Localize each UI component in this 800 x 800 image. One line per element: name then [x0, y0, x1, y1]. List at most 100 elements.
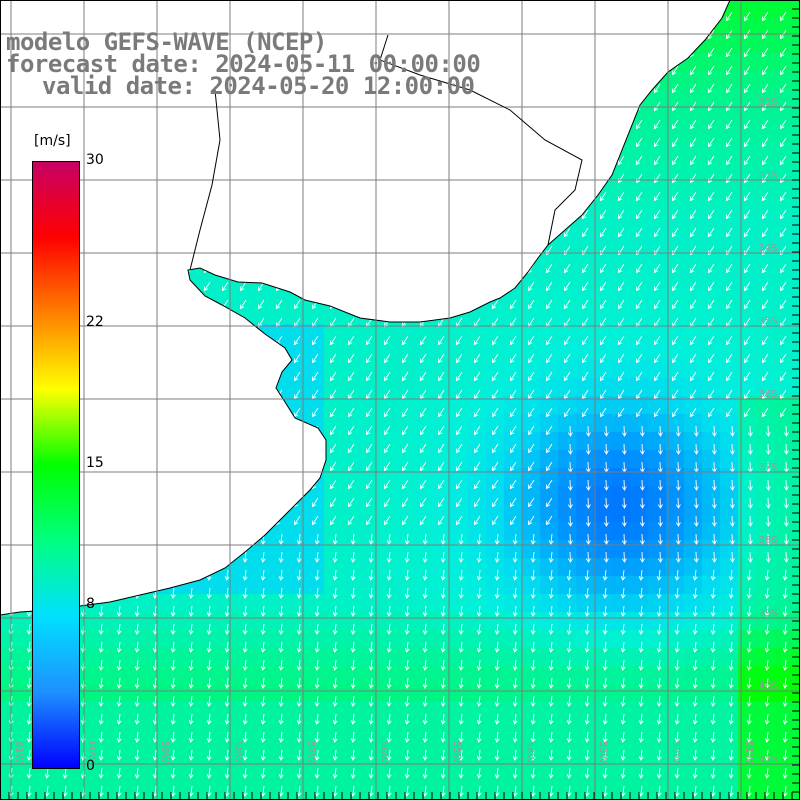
- wind-vector: [654, 353, 661, 364]
- wind-vector: [692, 641, 698, 653]
- wind-vector: [548, 551, 554, 563]
- wind-speed-cell: [342, 324, 360, 342]
- wind-vector: [528, 335, 535, 346]
- wind-vector: [458, 767, 464, 779]
- wind-speed-cell: [594, 252, 612, 270]
- wind-vector: [762, 101, 769, 112]
- wind-speed-cell: [468, 630, 486, 648]
- wind-vector: [152, 749, 158, 761]
- wind-speed-cell: [450, 738, 468, 756]
- wind-vector: [764, 785, 770, 797]
- wind-speed-cell: [468, 540, 486, 558]
- wind-speed-cell: [612, 684, 630, 702]
- wind-vector: [366, 335, 373, 346]
- wind-vector: [456, 335, 463, 346]
- wind-speed-cell: [720, 414, 738, 432]
- wind-speed-cell: [450, 414, 468, 432]
- wind-speed-cell: [522, 612, 540, 630]
- wind-vector: [638, 677, 644, 689]
- wind-vector: [654, 263, 661, 274]
- wind-speed-cell: [774, 756, 792, 774]
- wind-vector: [782, 587, 788, 599]
- wind-vector: [512, 713, 518, 725]
- wind-speed-cell: [450, 612, 468, 630]
- wind-speed-cell: [288, 378, 306, 396]
- wind-vector: [224, 731, 230, 743]
- wind-speed-cell: [648, 432, 666, 450]
- wind-vector: [692, 749, 698, 761]
- wind-vector: [582, 407, 589, 418]
- wind-vector: [422, 695, 428, 707]
- wind-speed-cell: [648, 108, 666, 126]
- wind-vector: [510, 443, 517, 454]
- wind-speed-cell: [702, 270, 720, 288]
- wind-vector: [116, 785, 122, 797]
- wind-speed-cell: [666, 378, 684, 396]
- wind-speed-cell: [396, 360, 414, 378]
- wind-vector: [657, 533, 663, 545]
- wind-vector: [422, 731, 428, 743]
- wind-vector: [674, 767, 680, 779]
- wind-vector: [764, 605, 770, 617]
- wind-vector: [278, 551, 284, 563]
- wind-vector: [636, 191, 643, 202]
- wind-vector: [654, 371, 661, 382]
- wind-speed-cell: [702, 522, 720, 540]
- wind-speed-cell: [738, 558, 756, 576]
- wind-vector: [530, 605, 536, 617]
- wind-vector: [746, 695, 752, 707]
- wind-vector: [657, 479, 663, 491]
- wind-speed-cell: [504, 612, 522, 630]
- wind-speed-cell: [396, 576, 414, 594]
- wind-vector: [440, 587, 446, 599]
- wind-vector: [708, 353, 715, 364]
- wind-speed-cell: [612, 324, 630, 342]
- wind-speed-cell: [666, 432, 684, 450]
- wind-vector: [584, 641, 590, 653]
- wind-vector: [765, 479, 771, 491]
- wind-vector: [654, 299, 661, 310]
- border-line: [189, 34, 583, 271]
- wind-speed-cell: [684, 774, 702, 792]
- wind-vector: [728, 785, 734, 797]
- wind-speed-cell: [144, 684, 162, 702]
- wind-speed-cell: [504, 306, 522, 324]
- wind-speed-cell: [504, 450, 522, 468]
- wind-vector: [672, 101, 679, 112]
- wind-vector: [492, 497, 499, 508]
- wind-speed-cell: [630, 144, 648, 162]
- wind-vector: [98, 623, 104, 635]
- wind-vector: [152, 659, 158, 671]
- wind-speed-cell: [630, 612, 648, 630]
- wind-vector: [546, 479, 553, 490]
- wind-speed-cell: [720, 738, 738, 756]
- wind-vector: [618, 299, 625, 310]
- wind-vector: [116, 605, 122, 617]
- wind-vector: [530, 641, 536, 653]
- wind-vector: [420, 497, 427, 508]
- wind-speed-cell: [738, 0, 756, 18]
- wind-vector: [278, 659, 284, 671]
- wind-speed-cell: [378, 324, 396, 342]
- wind-vector: [746, 641, 752, 653]
- wind-speed-cell: [504, 702, 522, 720]
- wind-speed-cell: [666, 522, 684, 540]
- wind-speed-cell: [90, 684, 108, 702]
- wind-vector: [206, 623, 212, 635]
- wind-speed-cell: [648, 576, 666, 594]
- wind-speed-cell: [504, 414, 522, 432]
- wind-speed-cell: [288, 522, 306, 540]
- wind-speed-cell: [486, 648, 504, 666]
- wind-speed-cell: [18, 720, 36, 738]
- wind-vector: [674, 659, 680, 671]
- wind-speed-cell: [684, 720, 702, 738]
- wind-speed-cell: [198, 648, 216, 666]
- wind-vector: [636, 299, 643, 310]
- wind-speed-cell: [720, 36, 738, 54]
- wind-speed-cell: [738, 162, 756, 180]
- wind-vector: [404, 641, 410, 653]
- wind-vector: [242, 623, 248, 635]
- wind-vector: [528, 407, 535, 418]
- wind-speed-cell: [324, 414, 342, 432]
